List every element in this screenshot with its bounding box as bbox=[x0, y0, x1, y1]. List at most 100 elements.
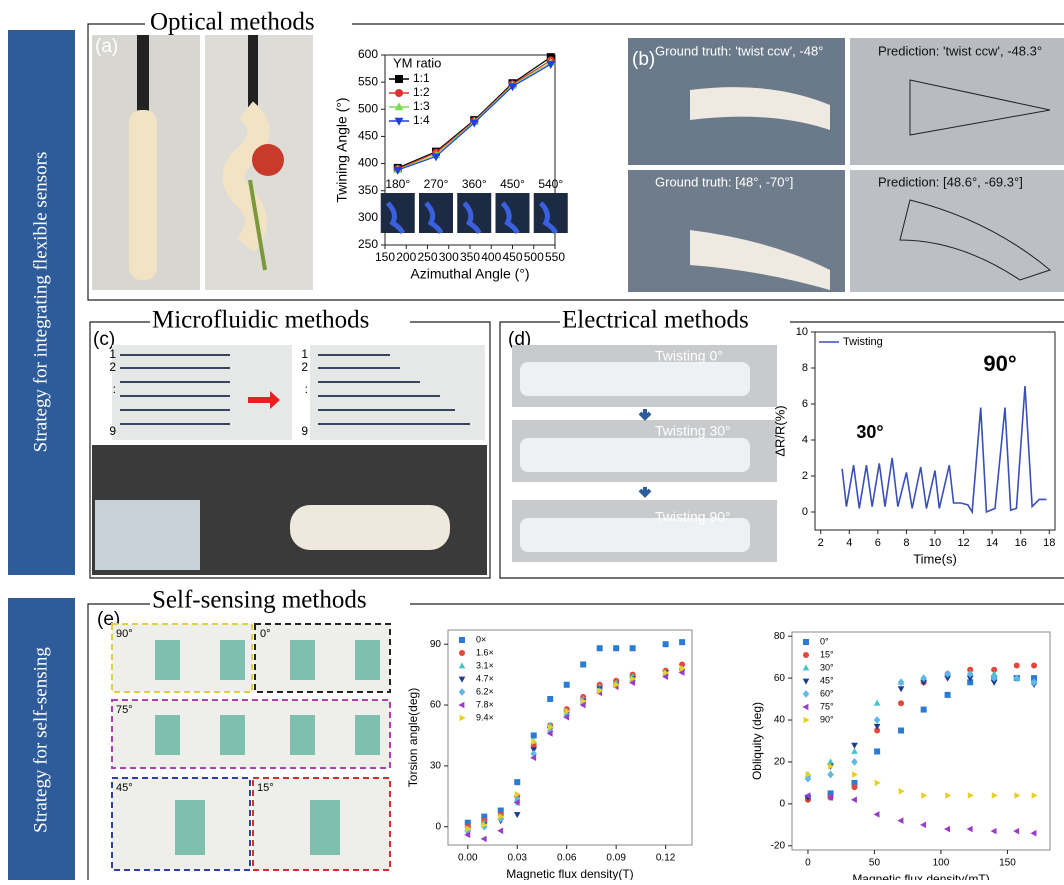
x-tick-label: 200 bbox=[396, 250, 416, 264]
photo bbox=[112, 345, 292, 440]
legend-marker bbox=[459, 650, 465, 656]
marker bbox=[1014, 663, 1020, 669]
marker bbox=[597, 645, 603, 651]
x-tick-label: 18 bbox=[1043, 537, 1055, 549]
y-tick-label: 350 bbox=[358, 183, 378, 197]
photo-detail bbox=[137, 35, 149, 115]
marker bbox=[1031, 663, 1037, 669]
angle-label: 90° bbox=[116, 628, 133, 640]
y-tick-label: 250 bbox=[358, 237, 378, 251]
legend-label: 4.7× bbox=[476, 673, 494, 683]
photo-caption: Ground truth: 'twist ccw', -48° bbox=[655, 43, 823, 58]
photo-caption: Twisting 30° bbox=[655, 423, 731, 439]
marker bbox=[898, 728, 904, 734]
x-tick-label: 0 bbox=[805, 858, 811, 869]
row-label: 1 bbox=[109, 347, 116, 361]
x-tick-label: 0.06 bbox=[557, 853, 577, 864]
legend-marker bbox=[395, 75, 403, 83]
legend-label: 1.6× bbox=[476, 647, 494, 657]
inset-label: 540° bbox=[538, 177, 563, 191]
y-tick-label: -20 bbox=[771, 840, 786, 851]
x-axis-label: Time(s) bbox=[913, 551, 957, 566]
legend-label: 15° bbox=[820, 649, 834, 659]
x-axis-label: Magnetic flux density(T) bbox=[506, 867, 633, 880]
legend-marker bbox=[395, 89, 403, 97]
marker bbox=[945, 692, 951, 698]
y-tick-label: 0 bbox=[435, 821, 441, 832]
photo-detail bbox=[290, 505, 450, 550]
x-tick-label: 6 bbox=[875, 537, 881, 549]
legend-title: YM ratio bbox=[393, 55, 441, 70]
plot-area bbox=[815, 332, 1055, 530]
y-tick-label: 40 bbox=[774, 715, 786, 726]
legend-label: 1:4 bbox=[413, 113, 430, 127]
y-tick-label: 500 bbox=[358, 101, 378, 115]
y-tick-label: 0 bbox=[779, 799, 785, 810]
legend-label: 60° bbox=[820, 688, 834, 698]
inset-label: 270° bbox=[424, 177, 449, 191]
x-tick-label: 300 bbox=[439, 250, 459, 264]
y-axis-label: Obliquity (deg) bbox=[750, 702, 764, 780]
legend-label: 45° bbox=[820, 675, 834, 685]
annotation: 30° bbox=[856, 422, 883, 442]
x-tick-label: 100 bbox=[933, 858, 950, 869]
annotation: 90° bbox=[983, 351, 1016, 376]
row-label: 9 bbox=[109, 424, 116, 438]
photo-caption: Prediction: [48.6°, -69.3°] bbox=[878, 174, 1023, 189]
panel-label: (b) bbox=[632, 49, 655, 70]
x-tick-label: 250 bbox=[417, 250, 437, 264]
legend-label: 90° bbox=[820, 714, 834, 724]
y-tick-label: 30 bbox=[430, 761, 442, 772]
section-title: Electrical methods bbox=[562, 307, 749, 334]
marker bbox=[852, 784, 858, 790]
legend-label: 1:1 bbox=[413, 71, 430, 85]
row-label: 2 bbox=[301, 360, 308, 374]
angle-label: 75° bbox=[116, 704, 133, 716]
legend-label: 1:3 bbox=[413, 99, 430, 113]
x-tick-label: 16 bbox=[1015, 537, 1027, 549]
legend-marker bbox=[803, 639, 809, 645]
inset-label: 450° bbox=[500, 177, 525, 191]
photo-caption: Ground truth: [48°, -70°] bbox=[655, 174, 793, 189]
x-tick-label: 2 bbox=[818, 537, 824, 549]
x-tick-label: 12 bbox=[957, 537, 969, 549]
x-tick-label: 0.12 bbox=[656, 853, 676, 864]
photo-detail bbox=[252, 144, 284, 176]
x-tick-label: 150 bbox=[375, 250, 395, 264]
x-tick-label: 150 bbox=[999, 858, 1016, 869]
y-tick-label: 450 bbox=[358, 129, 378, 143]
row-label: : bbox=[113, 382, 116, 396]
legend-label: 1:2 bbox=[413, 85, 430, 99]
legend-label: 0° bbox=[820, 636, 829, 646]
marker bbox=[679, 639, 685, 645]
marker bbox=[564, 682, 570, 688]
section-title: Optical methods bbox=[150, 9, 315, 36]
x-tick-label: 550 bbox=[545, 250, 565, 264]
x-tick-label: 50 bbox=[869, 858, 881, 869]
x-tick-label: 8 bbox=[903, 537, 909, 549]
figure: Strategy for integrating flexible sensor… bbox=[0, 0, 1064, 880]
legend-label: 75° bbox=[820, 701, 834, 711]
marker bbox=[580, 661, 586, 667]
section-title: Microfluidic methods bbox=[152, 307, 369, 334]
marker bbox=[874, 748, 880, 754]
x-axis-label: Magnetic flux density(mT) bbox=[852, 872, 989, 880]
x-tick-label: 0.09 bbox=[606, 853, 626, 864]
y-axis-label: ΔR/R(%) bbox=[772, 405, 787, 456]
inset-label: 360° bbox=[462, 177, 487, 191]
photo-detail bbox=[129, 110, 157, 280]
x-tick-label: 0.00 bbox=[458, 853, 478, 864]
y-tick-label: 4 bbox=[802, 434, 808, 446]
legend-label: 3.1× bbox=[476, 660, 494, 670]
row-label: : bbox=[305, 382, 308, 396]
x-tick-label: 450 bbox=[502, 250, 522, 264]
marker bbox=[898, 700, 904, 706]
photo-detail bbox=[95, 500, 200, 570]
y-tick-label: 400 bbox=[358, 156, 378, 170]
x-tick-label: 500 bbox=[524, 250, 544, 264]
angle-label: 45° bbox=[116, 782, 133, 794]
y-tick-label: 90 bbox=[430, 639, 442, 650]
inset-label: 180° bbox=[385, 177, 410, 191]
y-tick-label: 10 bbox=[796, 326, 808, 338]
y-tick-label: 6 bbox=[802, 398, 808, 410]
